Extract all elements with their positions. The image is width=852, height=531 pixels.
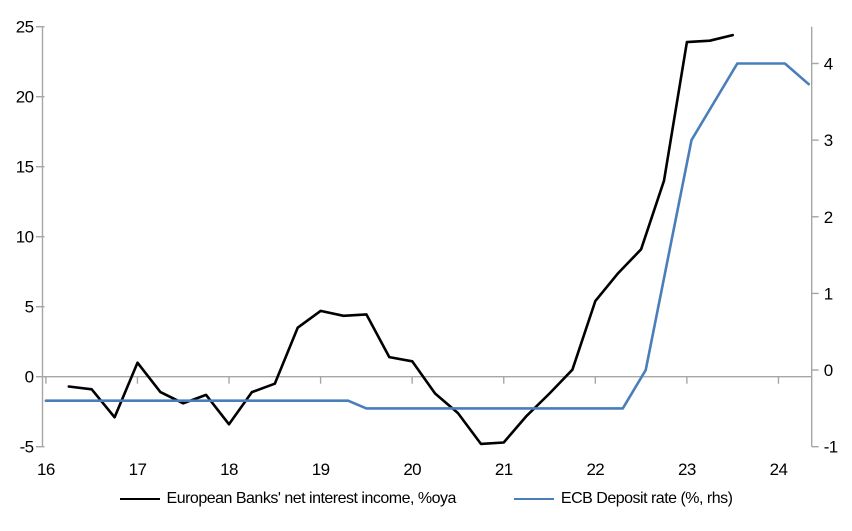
x-axis-tick-label: 19 — [312, 460, 330, 479]
left-axis-tick-label: 15 — [16, 158, 34, 177]
right-axis-tick-label: 0 — [824, 361, 833, 380]
ecb-rate-series-label: ECB Deposit rate (%, rhs) — [560, 490, 733, 507]
series-line-1 — [44, 62, 811, 410]
right-axis-tick-label: 4 — [824, 54, 833, 73]
left-axis-tick-label: 25 — [16, 18, 34, 37]
x-axis-tick-label: 21 — [495, 460, 513, 479]
left-axis-tick-label: 20 — [16, 88, 34, 107]
x-axis-tick-label: 17 — [129, 460, 147, 479]
series-line-0 — [67, 33, 735, 446]
ecb-rate-series-swatch — [513, 498, 554, 500]
legend-item-ecb-rate: ECB Deposit rate (%, rhs) — [513, 490, 733, 508]
x-axis-tick-label: 18 — [220, 460, 238, 479]
x-axis-tick-label: 24 — [770, 460, 788, 479]
x-axis-tick-label: 16 — [37, 460, 55, 479]
x-axis-tick-label: 23 — [678, 460, 696, 479]
left-axis-tick-label: 10 — [16, 228, 34, 247]
x-axis-tick-label: 20 — [403, 460, 421, 479]
right-axis-tick-label: -1 — [824, 438, 838, 457]
right-axis-tick-label: 2 — [824, 208, 833, 227]
legend: European Banks' net interest income, %oy… — [0, 490, 852, 508]
x-axis-tick-label: 22 — [586, 460, 604, 479]
legend-item-nii: European Banks' net interest income, %oy… — [119, 490, 457, 508]
left-axis-tick-label: -5 — [20, 438, 34, 457]
left-axis-tick-label: 5 — [25, 298, 34, 317]
nii-series-swatch — [119, 498, 160, 500]
left-axis-tick-label: 0 — [25, 368, 34, 387]
right-axis-tick-label: 1 — [824, 284, 833, 303]
right-axis-tick-label: 3 — [824, 131, 833, 150]
nii-series-label: European Banks' net interest income, %oy… — [166, 490, 457, 507]
